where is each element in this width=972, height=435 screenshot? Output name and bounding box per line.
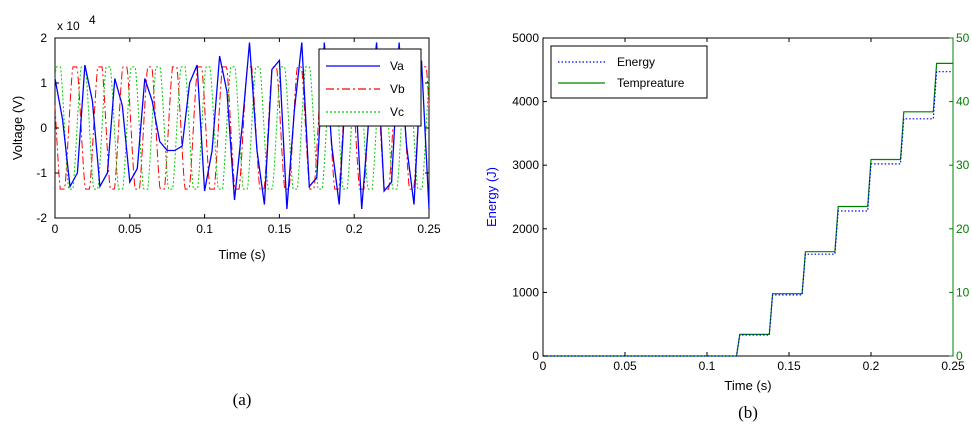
chart-a-x-ticks: 0 0.05 0.1 0.15 0.2 0.25	[52, 38, 441, 236]
chart-b-y-tick-label: 0	[532, 349, 539, 363]
chart-a-y-tick-label: 0	[40, 121, 47, 135]
chart-b-legend: Energy Tempreature	[550, 45, 708, 99]
chart-b-y-ticks: 0 1000 2000 3000 4000 5000	[512, 31, 547, 363]
chart-a-legend-label-vc: Vc	[390, 105, 404, 119]
chart-b-y2-tick-label: 0	[956, 349, 963, 363]
chart-b-x-tick-label: 0.15	[777, 359, 801, 373]
chart-b-x-tick-label: 0	[540, 359, 547, 373]
chart-a-exponent-power: 4	[89, 13, 96, 27]
chart-a-y-ticks: -2 -1 0 1 2	[36, 31, 429, 225]
chart-b-y2-tick-label: 30	[956, 158, 970, 172]
chart-b: 0 0.05 0.1 0.15 0.2 0.25 01000200030004000500…	[484, 31, 970, 422]
chart-b-x-tick-label: 0.1	[699, 359, 716, 373]
chart-a-x-tick-label: 0.25	[417, 222, 441, 236]
chart-b-y-axis-label: Energy (J)	[484, 167, 499, 227]
chart-b-y2-tick-label: 40	[956, 95, 970, 109]
chart-b-y2-tick-label: 20	[956, 222, 970, 236]
chart-b-x-ticks: 0 0.05 0.1 0.15 0.2 0.25	[540, 38, 965, 373]
chart-a-series-va-line	[54, 42, 430, 210]
chart-a-legend-label-vb: Vb	[390, 82, 405, 96]
chart-b-caption: (b)	[738, 403, 758, 422]
chart-a-exponent-label: x 10	[57, 19, 80, 33]
chart-b-x-tick-label: 0.2	[863, 359, 880, 373]
chart-a-y-tick-label: -2	[36, 211, 47, 225]
chart-b-x-axis-label: Time (s)	[724, 378, 771, 393]
chart-b-x-tick-label: 0.25	[941, 359, 965, 373]
chart-a-legend: Va Vb Vc	[318, 48, 422, 127]
chart-b-y-tick-label: 3000	[512, 158, 539, 172]
chart-a: 0 0.05 0.1 0.15 0.2 0.25 -2 -1 0 1 2 x 10 4 Time …	[10, 13, 441, 409]
chart-a-legend-label-va: Va	[390, 59, 404, 73]
chart-b-y2-tick-label: 50	[956, 31, 970, 45]
chart-a-caption: (a)	[233, 390, 252, 409]
chart-a-y-axis-label: Voltage (V)	[10, 96, 25, 160]
chart-b-x-tick-label: 0.05	[613, 359, 637, 373]
chart-a-x-axis-label: Time (s)	[218, 247, 265, 262]
chart-b-legend-label-energy: Energy	[617, 55, 655, 69]
chart-a-series-group	[54, 42, 430, 210]
chart-b-legend-label-temperature: Tempreature	[617, 76, 685, 90]
chart-a-y-tick-label: 2	[40, 31, 47, 45]
chart-b-y2-tick-label: 10	[956, 285, 970, 299]
chart-b-series-group	[543, 62, 953, 357]
chart-a-x-tick-label: 0	[52, 222, 59, 236]
chart-a-y-tick-label: 1	[40, 76, 47, 90]
chart-b-y-tick-label: 1000	[512, 285, 539, 299]
chart-a-x-tick-label: 0.15	[268, 222, 292, 236]
chart-a-y-tick-label: -1	[36, 166, 47, 180]
chart-b-y-tick-label: 5000	[512, 31, 539, 45]
chart-b-y-tick-label: 2000	[512, 222, 539, 236]
chart-b-series-temperature-line	[543, 62, 953, 357]
chart-a-x-tick-label: 0.05	[118, 222, 142, 236]
chart-a-x-tick-label: 0.1	[196, 222, 213, 236]
chart-b-y-tick-label: 4000	[512, 95, 539, 109]
chart-b-y2-ticks: 0 10 20 30 40 50	[949, 31, 970, 363]
chart-a-x-tick-label: 0.2	[346, 222, 363, 236]
